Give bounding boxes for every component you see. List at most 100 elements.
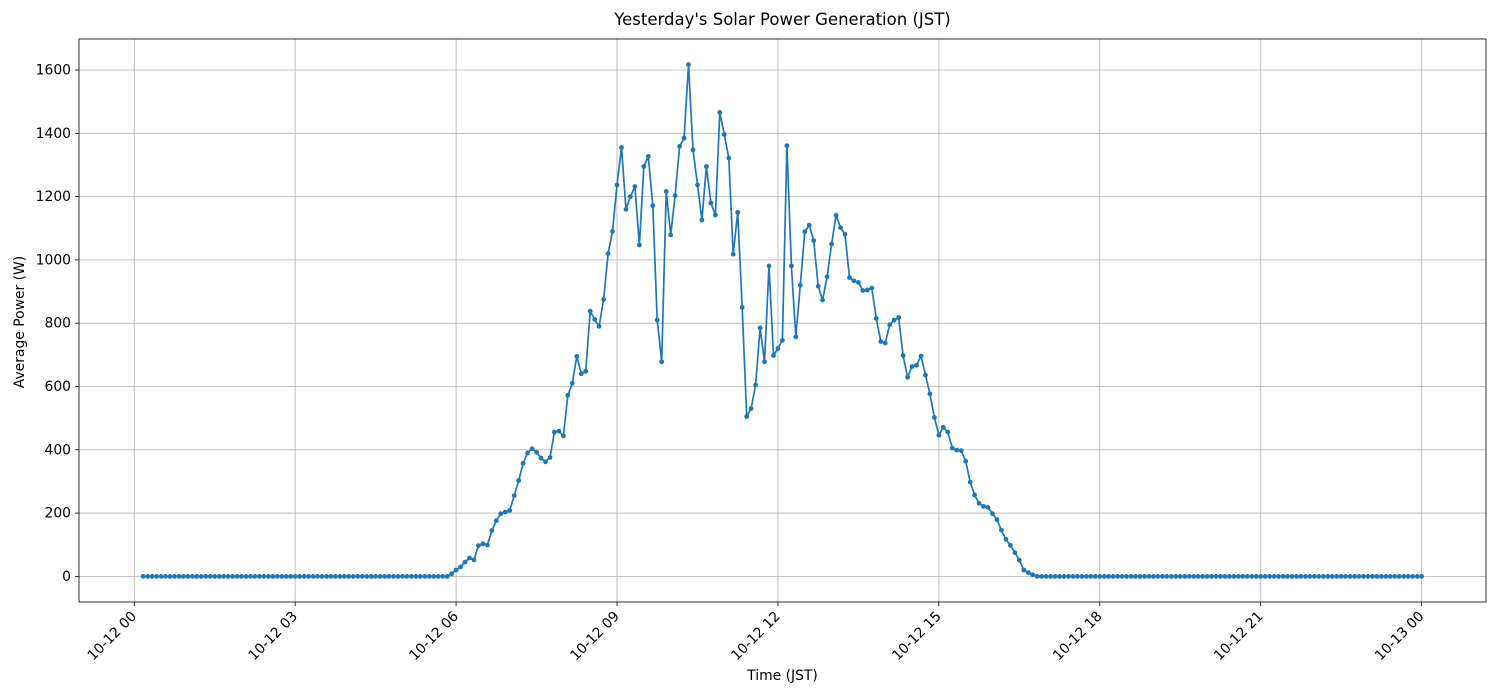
data-point-marker [1244,574,1250,579]
data-point-marker [659,359,665,365]
data-point-marker [368,574,374,579]
data-point-marker [279,574,285,579]
data-point-marker [1370,574,1375,579]
data-point-marker [596,324,602,329]
data-point-marker [547,455,553,460]
data-point-marker [999,527,1004,533]
data-point-marker [967,479,973,485]
data-point-marker [176,574,182,579]
x-tick-label: 10-13 00 [1372,609,1427,664]
data-point-marker [900,353,906,358]
data-point-marker [409,574,414,579]
chart-title: Yesterday's Solar Power Generation (JST) [614,10,951,29]
data-point-marker [1003,536,1009,542]
data-point-marker [829,241,834,247]
data-point-marker [561,433,566,439]
data-point-marker [838,225,843,231]
data-point-marker [842,231,848,237]
data-point-marker [1271,574,1277,579]
data-point-marker [1200,574,1205,579]
data-point-marker [243,574,249,579]
data-point-marker [891,317,897,323]
y-tick-label: 0 [62,569,71,585]
y-tick-label: 800 [44,316,71,332]
data-point-marker [1101,574,1107,579]
y-tick-label: 200 [44,506,71,522]
data-point-marker [1034,574,1040,579]
data-point-marker [158,574,164,579]
axes-frame [78,38,1487,603]
data-point-marker [216,574,222,579]
data-point-marker [994,517,1000,523]
data-point-marker [266,574,271,579]
data-point-marker [377,574,383,579]
data-point-marker [1338,574,1344,579]
data-point-marker [806,222,812,228]
y-axis-label: Average Power (W) [12,255,28,389]
data-point-marker [1209,574,1214,579]
data-point-marker [1347,574,1353,579]
data-point-marker [310,574,316,579]
data-point-marker [628,194,633,200]
data-point-marker [1379,574,1384,579]
data-point-marker [1137,574,1143,579]
data-point-marker [1075,574,1080,579]
data-point-marker [614,182,620,188]
data-point-marker [1325,574,1331,579]
data-point-marker [1227,574,1232,579]
data-point-marker [869,285,875,291]
data-point-marker [690,147,696,153]
data-point-marker [400,574,405,579]
data-point-marker [945,429,951,435]
data-point-marker [328,574,334,579]
data-point-marker [480,541,486,547]
data-point-marker [1222,574,1228,579]
data-point-marker [529,446,535,452]
data-point-marker [990,511,995,517]
data-point-marker [1383,574,1389,579]
data-point-marker [534,449,539,455]
data-point-marker [476,543,481,549]
data-point-marker [1236,574,1241,579]
data-point-marker [578,371,584,377]
data-point-marker [386,574,392,579]
data-point-marker [645,154,651,159]
data-point-marker [1204,574,1210,579]
data-point-marker [1124,574,1129,579]
data-point-marker [149,574,155,579]
data-point-marker [485,542,490,548]
data-point-marker [140,574,146,579]
data-point-marker [641,164,647,169]
data-point-marker [359,574,365,579]
data-point-marker [1030,572,1036,578]
data-point-marker [1182,574,1188,579]
data-point-marker [1057,574,1062,579]
data-point-marker [1012,550,1018,555]
data-point-marker [637,242,642,248]
data-point-marker [1343,574,1348,579]
x-axis-label: Time (JST) [747,668,818,684]
data-point-marker [498,511,504,517]
data-point-marker [882,340,888,346]
data-point-marker [301,574,307,579]
data-point-marker [847,275,852,280]
data-point-marker [435,574,441,579]
data-point-marker [686,62,691,67]
data-point-marker [775,346,781,351]
data-point-marker [1016,557,1022,563]
data-point-marker [762,359,767,365]
data-point-marker [793,334,799,340]
data-point-marker [1025,570,1031,575]
data-point-marker [789,263,794,269]
data-point-marker [574,354,580,359]
data-point-marker [1164,574,1170,579]
data-point-marker [1151,574,1156,579]
data-point-marker [1146,574,1152,579]
data-point-marker [1365,574,1371,579]
data-point-marker [203,574,209,579]
data-point-marker [972,492,977,498]
data-point-marker [1329,574,1335,579]
data-point-marker [1320,574,1326,579]
data-point-marker [350,574,356,579]
data-point-marker [909,364,915,369]
